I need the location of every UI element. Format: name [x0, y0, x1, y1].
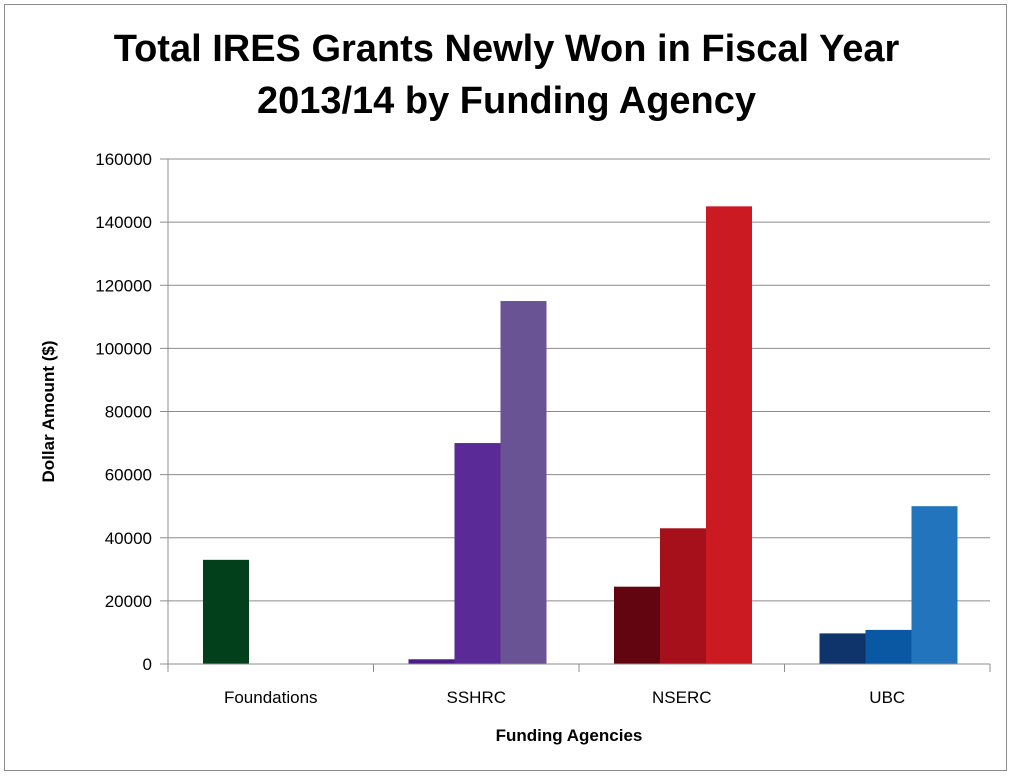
y-tick-labels: 0 20000 40000 60000 80000 100000 120000 140000 1…: [95, 150, 152, 674]
bar: [408, 659, 455, 664]
y-tick-label: 80000: [105, 403, 152, 422]
bar: [865, 629, 912, 664]
x-tick-label: UBC: [869, 688, 905, 707]
y-tick-label: 120000: [95, 276, 152, 295]
y-axis-title: Dollar Amount ($): [39, 341, 58, 483]
y-tick-label: 0: [143, 655, 152, 674]
x-tick-label: NSERC: [652, 688, 712, 707]
bar: [706, 206, 752, 664]
chart-title: Total IRES Grants Newly Won in Fiscal Ye…: [5, 23, 1008, 127]
bar: [911, 506, 958, 664]
bar: [819, 633, 866, 664]
x-tick-labels: Foundations SSHRC NSERC UBC: [224, 688, 905, 707]
x-tick-label: SSHRC: [446, 688, 506, 707]
y-tick-label: 60000: [105, 466, 152, 485]
x-axis-title: Funding Agencies: [496, 726, 643, 745]
chart-title-line-1: Total IRES Grants Newly Won in Fiscal Ye…: [113, 28, 900, 70]
bar: [660, 528, 706, 664]
chart-title-line-2: 2013/14 by Funding Agency: [256, 80, 757, 122]
y-tick-label: 40000: [105, 529, 152, 548]
y-tick-label: 160000: [95, 150, 152, 169]
gridlines: [160, 158, 990, 665]
bar: [614, 586, 660, 664]
y-tick-label: 100000: [95, 339, 152, 358]
bar: [203, 559, 249, 664]
x-tick-label: Foundations: [224, 688, 318, 707]
bars: [203, 206, 958, 664]
bar: [500, 301, 547, 664]
x-axis: [167, 159, 991, 672]
bar: [454, 443, 501, 664]
y-tick-label: 140000: [95, 213, 152, 232]
y-tick-label: 20000: [105, 592, 152, 611]
